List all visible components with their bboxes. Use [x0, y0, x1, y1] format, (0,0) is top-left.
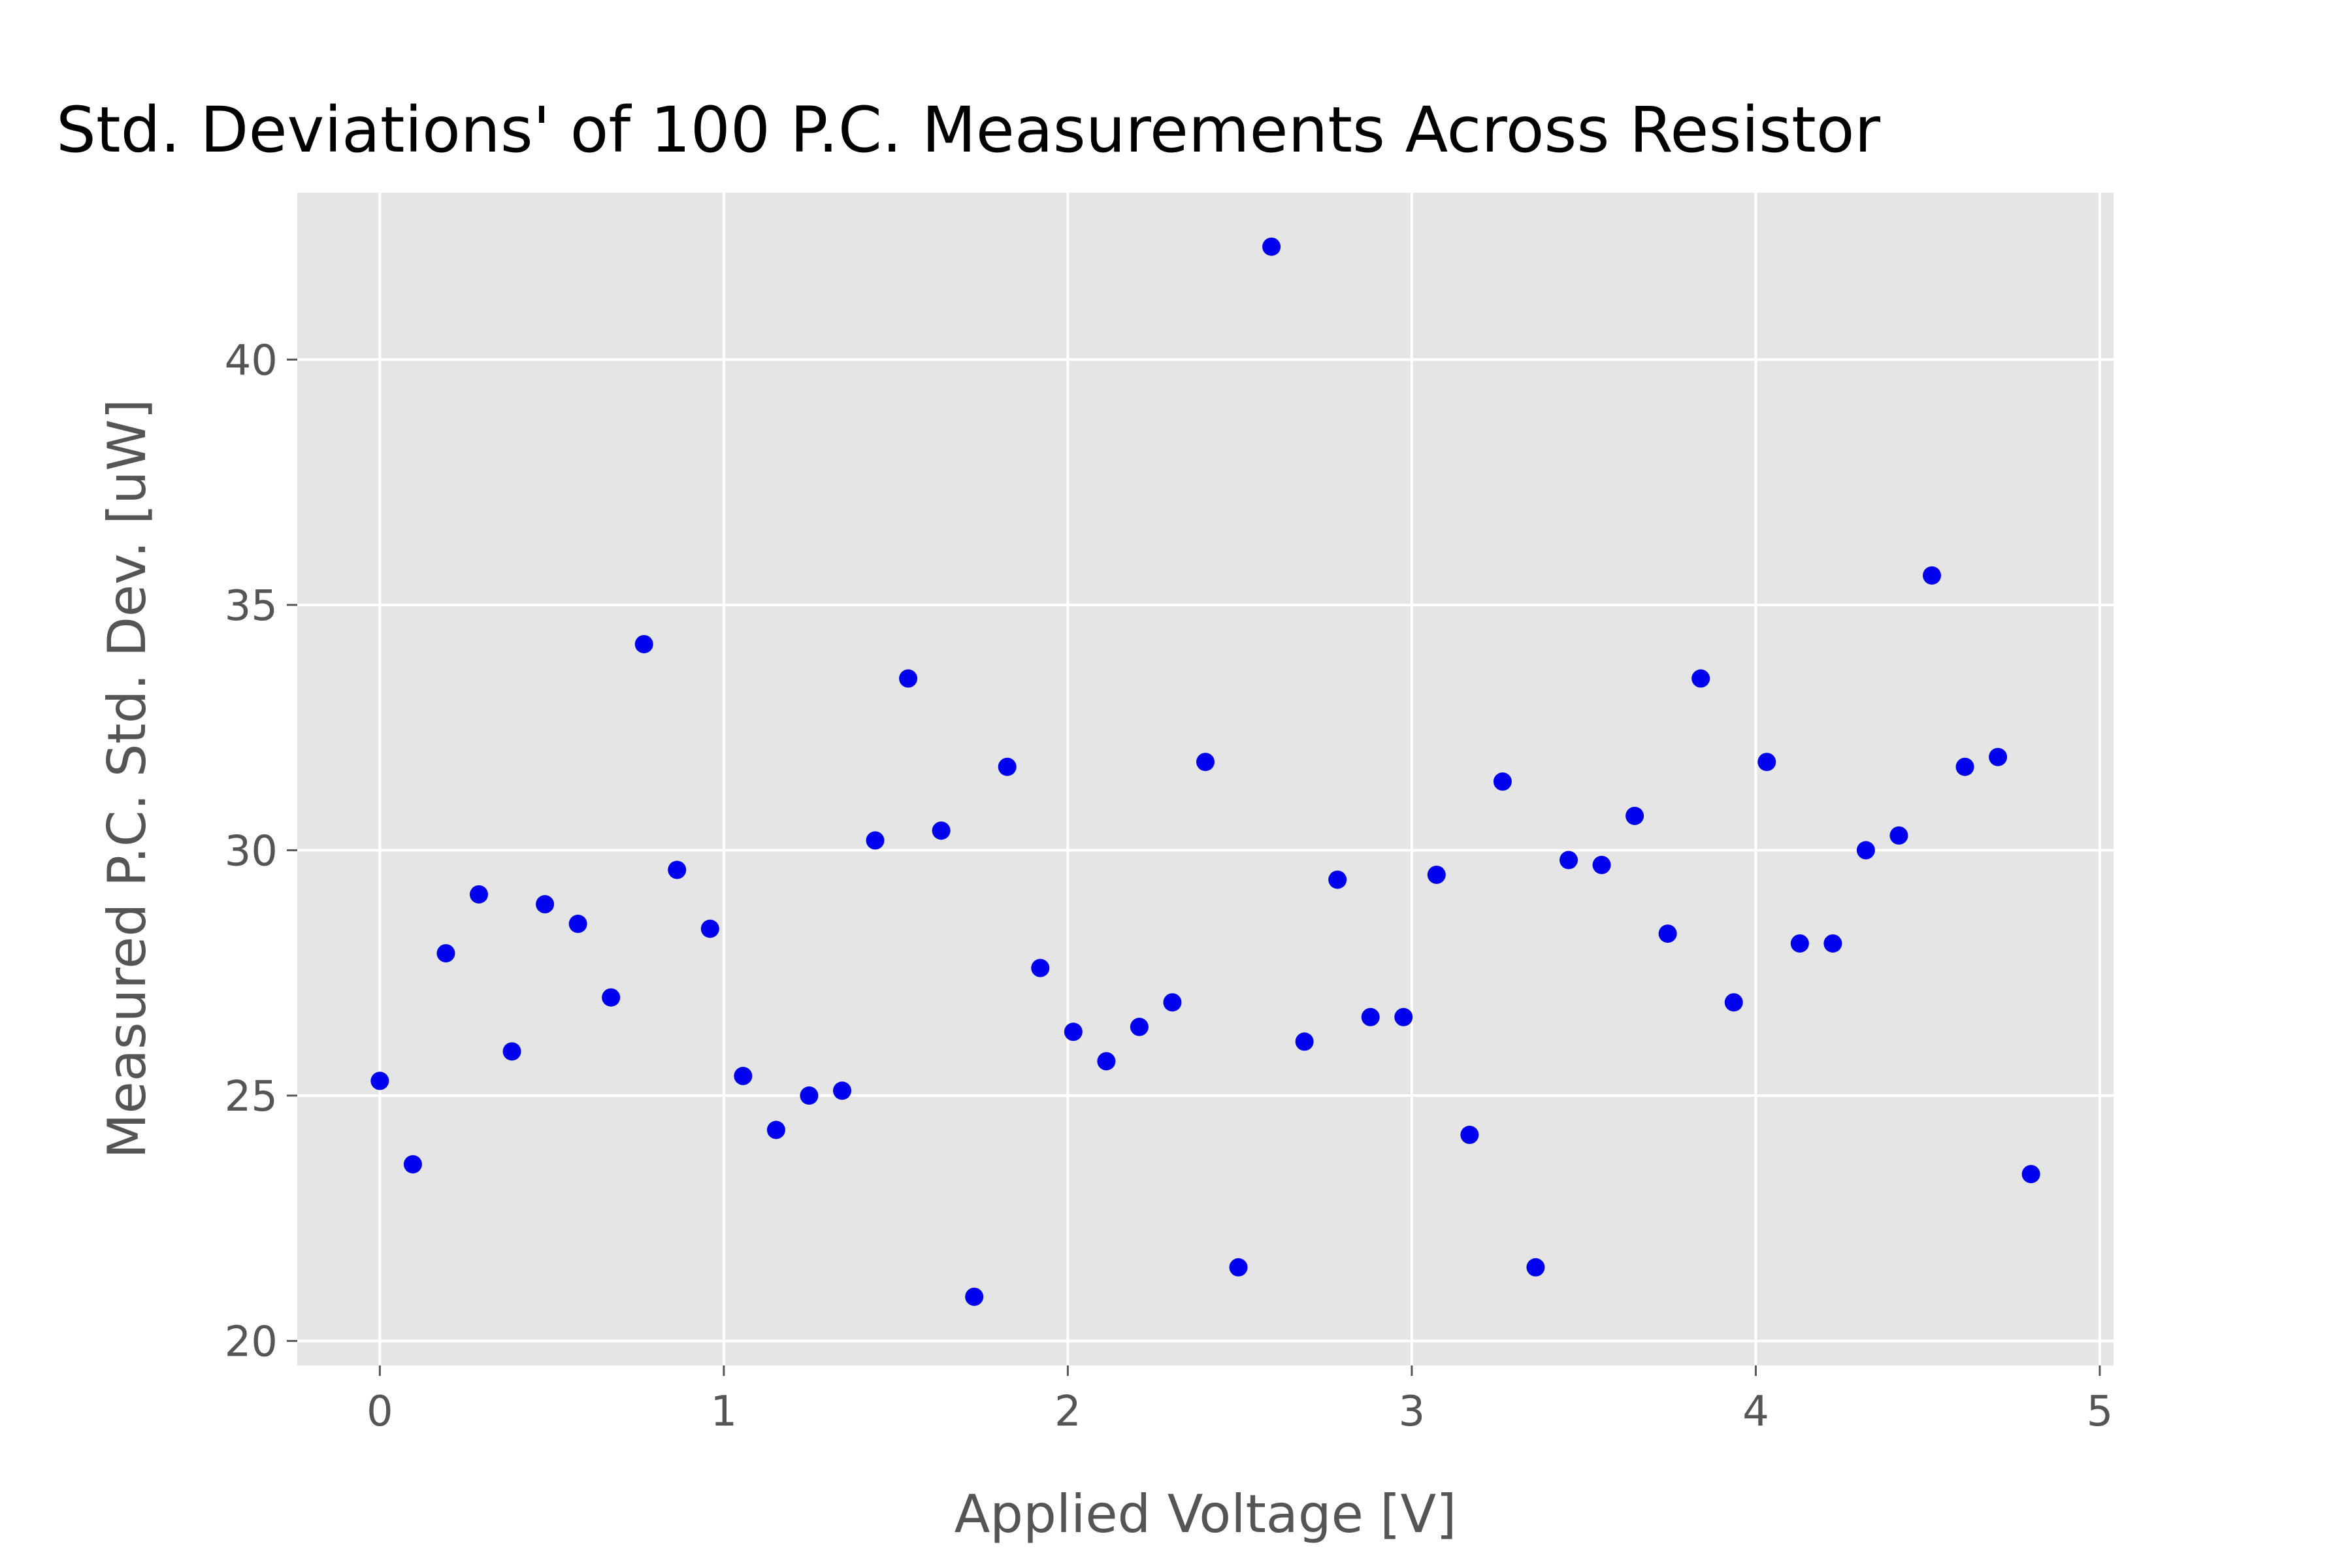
data-point	[766, 1120, 785, 1139]
data-point	[1196, 753, 1215, 772]
data-point	[1724, 993, 1743, 1012]
data-point	[1427, 865, 1446, 884]
data-point	[602, 988, 621, 1007]
data-point	[634, 634, 653, 653]
data-point	[1493, 772, 1512, 791]
data-point	[1460, 1126, 1479, 1145]
axis-ticks: 0 1 2 3 4 5 20 25 30 35 40	[225, 336, 2114, 1436]
data-point	[1130, 1017, 1149, 1036]
data-point	[1625, 806, 1644, 825]
data-point	[833, 1081, 851, 1100]
data-point	[1031, 958, 1050, 977]
data-point	[370, 1071, 389, 1090]
data-point	[436, 944, 455, 963]
data-point	[1658, 924, 1677, 943]
data-point	[1989, 747, 2008, 766]
data-point	[866, 831, 885, 850]
y-tick-label: 25	[225, 1073, 278, 1121]
y-tick-label: 40	[225, 336, 278, 385]
data-point	[1691, 669, 1710, 688]
y-axis-label: Measured P.C. Std. Dev. [uW]	[97, 399, 157, 1159]
data-point	[965, 1287, 984, 1306]
x-tick-label: 4	[1742, 1388, 1769, 1436]
y-tick-label: 30	[225, 827, 278, 875]
data-point	[1097, 1052, 1116, 1071]
data-point	[1823, 934, 1842, 953]
data-point	[1923, 566, 1941, 585]
data-point	[1526, 1258, 1545, 1277]
data-point	[2021, 1165, 2040, 1184]
x-tick-label: 0	[367, 1388, 393, 1436]
data-point	[1262, 237, 1281, 256]
data-point	[1955, 757, 1974, 776]
data-point	[1757, 753, 1776, 772]
data-point	[470, 885, 488, 904]
data-point	[932, 821, 951, 840]
data-point	[1163, 993, 1182, 1012]
x-axis-label: Applied Voltage [V]	[955, 1484, 1457, 1544]
data-point	[1889, 826, 1908, 845]
data-point	[1328, 870, 1347, 889]
data-point	[1592, 855, 1611, 874]
data-point	[403, 1155, 422, 1174]
chart-title: Std. Deviations' of 100 P.C. Measurement…	[56, 93, 1881, 167]
data-point	[1856, 841, 1875, 860]
data-point	[1361, 1007, 1380, 1026]
x-tick-label: 2	[1054, 1388, 1081, 1436]
y-tick-label: 20	[225, 1318, 278, 1366]
data-point	[1394, 1007, 1413, 1026]
data-point	[1560, 851, 1578, 870]
data-point	[1790, 934, 1809, 953]
data-point	[734, 1066, 753, 1085]
grid-lines	[297, 193, 2114, 1365]
x-tick-label: 3	[1399, 1388, 1426, 1436]
data-point	[1229, 1258, 1248, 1277]
data-point	[800, 1086, 819, 1105]
data-point	[502, 1042, 521, 1061]
data-point	[1064, 1022, 1083, 1041]
x-tick-label: 5	[2087, 1388, 2114, 1436]
data-point	[536, 895, 555, 914]
data-point	[668, 860, 687, 879]
data-point	[1295, 1032, 1314, 1051]
y-tick-label: 35	[225, 582, 278, 630]
data-point	[899, 669, 918, 688]
data-point	[998, 757, 1017, 776]
data-point	[700, 919, 719, 938]
data-point	[568, 915, 587, 934]
x-tick-label: 1	[711, 1388, 738, 1436]
data-points	[370, 237, 2040, 1306]
plot-area	[297, 193, 2114, 1365]
